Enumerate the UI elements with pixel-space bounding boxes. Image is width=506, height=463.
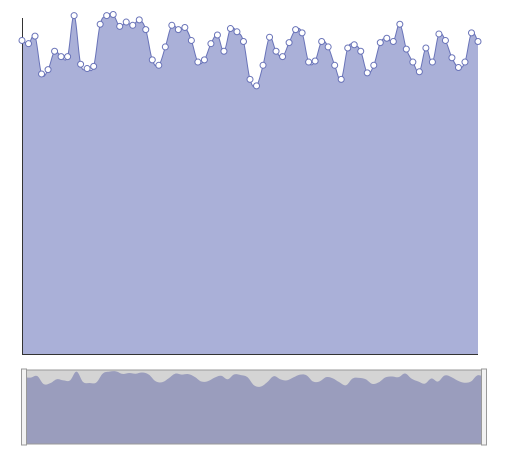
data-point[interactable] xyxy=(122,18,130,26)
data-point[interactable] xyxy=(474,38,482,46)
data-point[interactable] xyxy=(441,36,449,44)
data-point[interactable] xyxy=(207,40,215,48)
data-point[interactable] xyxy=(103,12,111,20)
data-point[interactable] xyxy=(142,26,150,34)
data-point[interactable] xyxy=(135,16,143,24)
data-point[interactable] xyxy=(31,32,39,40)
data-point[interactable] xyxy=(344,44,352,52)
data-point[interactable] xyxy=(415,68,423,76)
data-point[interactable] xyxy=(454,63,462,71)
data-point[interactable] xyxy=(285,39,293,47)
data-point[interactable] xyxy=(155,61,163,69)
data-point[interactable] xyxy=(233,28,241,36)
navigator-left-handle[interactable] xyxy=(21,368,27,446)
data-point[interactable] xyxy=(96,20,104,28)
data-point[interactable] xyxy=(44,66,52,74)
data-point[interactable] xyxy=(376,39,384,47)
data-point[interactable] xyxy=(90,62,98,70)
data-point[interactable] xyxy=(435,30,443,38)
data-point[interactable] xyxy=(409,58,417,66)
data-point[interactable] xyxy=(331,61,339,69)
data-point[interactable] xyxy=(337,75,345,83)
data-point[interactable] xyxy=(77,60,85,68)
data-point[interactable] xyxy=(226,25,234,33)
data-point[interactable] xyxy=(363,69,371,77)
data-point[interactable] xyxy=(357,47,365,55)
data-point[interactable] xyxy=(213,31,221,39)
data-point[interactable] xyxy=(350,41,358,49)
data-point[interactable] xyxy=(148,56,156,64)
data-point[interactable] xyxy=(383,34,391,42)
data-point[interactable] xyxy=(83,65,91,73)
data-point[interactable] xyxy=(161,43,169,51)
data-point[interactable] xyxy=(129,21,137,29)
data-point[interactable] xyxy=(311,57,319,65)
data-point[interactable] xyxy=(168,21,176,29)
data-point[interactable] xyxy=(25,40,33,48)
data-point[interactable] xyxy=(402,45,410,53)
data-point[interactable] xyxy=(57,53,65,61)
main-plot xyxy=(18,10,482,355)
data-point[interactable] xyxy=(422,44,430,52)
data-point[interactable] xyxy=(109,10,117,18)
navigator[interactable] xyxy=(21,368,487,446)
data-point[interactable] xyxy=(259,61,267,69)
data-point[interactable] xyxy=(389,38,397,46)
data-point[interactable] xyxy=(187,36,195,44)
data-point[interactable] xyxy=(272,47,280,55)
data-point[interactable] xyxy=(116,22,124,30)
data-point[interactable] xyxy=(64,53,72,61)
data-point[interactable] xyxy=(318,38,326,46)
data-point[interactable] xyxy=(396,20,404,28)
data-point[interactable] xyxy=(370,61,378,69)
data-point[interactable] xyxy=(428,58,436,66)
navigator-right-handle[interactable] xyxy=(481,368,487,446)
data-point[interactable] xyxy=(239,38,247,46)
data-point[interactable] xyxy=(70,12,78,20)
data-point[interactable] xyxy=(298,29,306,37)
data-point[interactable] xyxy=(18,36,26,44)
data-point[interactable] xyxy=(38,70,46,78)
data-point[interactable] xyxy=(200,56,208,64)
data-point[interactable] xyxy=(194,58,202,66)
navigator-area xyxy=(24,371,484,444)
data-point[interactable] xyxy=(253,82,261,90)
data-point[interactable] xyxy=(324,43,332,51)
data-point[interactable] xyxy=(174,26,182,34)
area-fill xyxy=(22,13,478,354)
data-point[interactable] xyxy=(246,75,254,83)
data-point[interactable] xyxy=(279,53,287,61)
data-point[interactable] xyxy=(467,29,475,37)
data-point[interactable] xyxy=(51,47,59,55)
data-point[interactable] xyxy=(292,26,300,34)
data-point[interactable] xyxy=(266,33,274,41)
data-point[interactable] xyxy=(448,54,456,62)
data-point[interactable] xyxy=(181,23,189,31)
data-point[interactable] xyxy=(461,58,469,66)
data-point[interactable] xyxy=(305,58,313,66)
data-point[interactable] xyxy=(220,47,228,55)
